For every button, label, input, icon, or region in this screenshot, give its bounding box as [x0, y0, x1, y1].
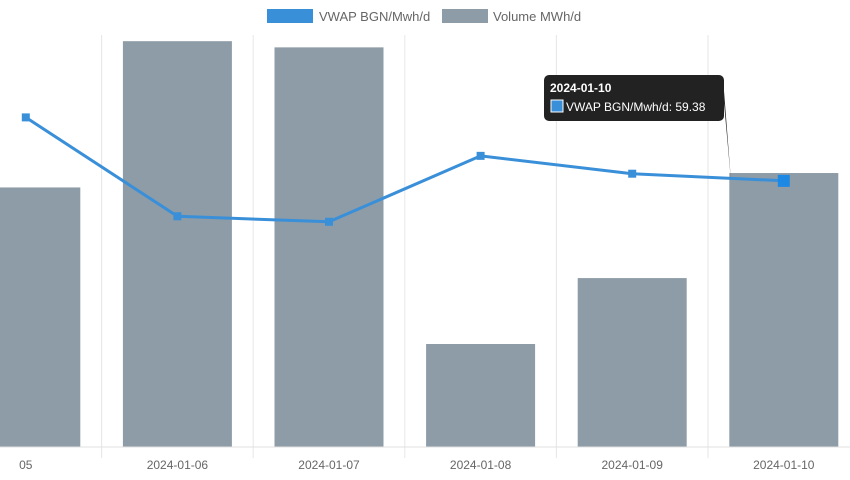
volume-bar-2024-01-10[interactable]: [729, 173, 839, 447]
tooltip-background: [544, 75, 724, 121]
vwap-line: [24, 116, 784, 224]
tooltip-caret: [724, 91, 731, 181]
legend-swatch-volume[interactable]: [442, 9, 488, 23]
vwap-point-2024-01-05[interactable]: [21, 113, 30, 122]
volume-bar-2024-01-09[interactable]: [577, 278, 687, 447]
volume-bar-2024-01-05[interactable]: [0, 187, 81, 447]
tooltip-swatch: [550, 99, 564, 113]
legend-label-vwap[interactable]: VWAP BGN/Mwh/d: [319, 9, 430, 24]
x-tick-label-2024-01-05: 05: [19, 458, 33, 472]
legend-label-volume[interactable]: Volume MWh/d: [493, 9, 581, 24]
vwap-point-2024-01-07[interactable]: [325, 217, 333, 226]
volume-bars: [0, 41, 839, 448]
tooltip: 2024-01-10 VWAP BGN/Mwh/d: 59.38: [544, 75, 731, 181]
vwap-point-2024-01-09[interactable]: [628, 169, 637, 178]
vwap-point-2024-01-08[interactable]: [476, 151, 485, 160]
legend-swatch-vwap[interactable]: [267, 9, 313, 23]
x-tick-label-2024-01-09: 2024-01-09: [602, 458, 664, 472]
volume-bar-2024-01-07[interactable]: [274, 47, 384, 448]
x-tick-label-2024-01-10: 2024-01-10: [753, 458, 815, 472]
volume-bar-2024-01-08[interactable]: [426, 344, 536, 447]
x-axis: 05 2024-01-06 2024-01-07 2024-01-08 2024-01-…: [0, 446, 850, 472]
x-tick-label-2024-01-06: 2024-01-06: [147, 458, 209, 472]
x-tick-label-2024-01-07: 2024-01-07: [298, 458, 360, 472]
vwap-point-2024-01-10[interactable]: [777, 174, 790, 187]
volume-bar-2024-01-06[interactable]: [122, 41, 232, 448]
legend: VWAP BGN/Mwh/d Volume MWh/d: [267, 9, 581, 24]
tooltip-label: VWAP BGN/Mwh/d: 59.38: [566, 100, 706, 114]
tooltip-title: 2024-01-10: [550, 81, 612, 95]
vwap-line-series: [21, 113, 790, 226]
x-tick-label-2024-01-08: 2024-01-08: [450, 458, 512, 472]
vwap-point-2024-01-06[interactable]: [173, 212, 182, 221]
